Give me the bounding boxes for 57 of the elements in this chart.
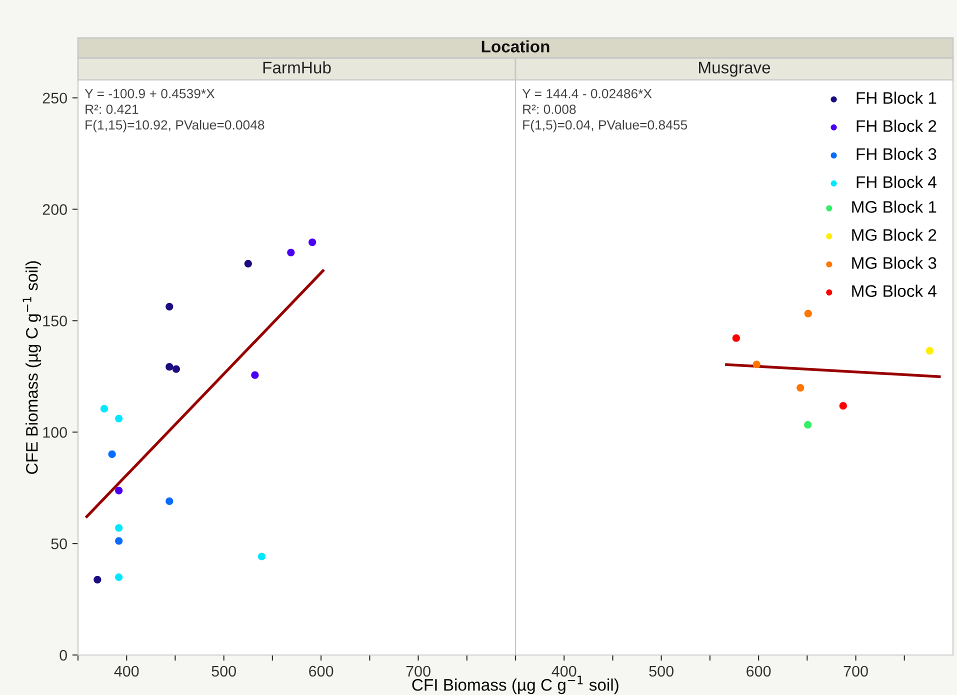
x-tick-label: 600 <box>309 666 334 677</box>
point <box>732 334 740 342</box>
point <box>287 248 295 256</box>
legend-label: FH Block 3 <box>856 148 936 160</box>
point <box>115 537 123 545</box>
point <box>115 486 123 494</box>
point <box>926 346 934 355</box>
chart-subtitle: FarmHub <box>263 61 331 74</box>
x-tick-label: 400 <box>114 666 139 677</box>
x-tick-label: 500 <box>212 666 236 677</box>
y-tick-label: 50 <box>51 538 67 550</box>
y-tick-label: 200 <box>42 204 67 215</box>
point <box>804 420 812 429</box>
annotation: F(1,15)=10.92, PValue=0.0048 <box>86 120 264 132</box>
chart-title: Location <box>482 40 550 52</box>
point <box>172 365 180 373</box>
legend-label: FH Block 4 <box>856 176 936 188</box>
legend-label: MG Block 3 <box>852 256 936 269</box>
point <box>115 524 123 532</box>
legend-label: MG Block 2 <box>852 228 936 241</box>
x-tick-label: 500 <box>649 666 674 677</box>
legend-label: FH Block 2 <box>856 120 936 132</box>
point <box>796 384 804 392</box>
point <box>94 576 102 584</box>
y-tick-label: 100 <box>43 427 67 438</box>
point <box>308 238 316 246</box>
annotation: Y = 144.4 - 0.02486*X <box>522 88 652 98</box>
x-axis-title: CFI Biomass (µg C g$^{−1}$ soil) <box>412 676 618 694</box>
point <box>100 404 108 413</box>
annotation: F(1,5)=0.04, PValue=0.8455 <box>523 120 688 132</box>
point <box>251 371 259 379</box>
point <box>115 414 123 422</box>
y-axis-title: CFE Biomass (µg C g$^{−1}$ soil) <box>22 261 42 474</box>
x-tick-label: 700 <box>844 666 868 677</box>
legend-label: FH Block 1 <box>856 92 936 104</box>
point <box>115 573 123 582</box>
x-tick-label: 700 <box>406 666 430 677</box>
annotation: R²: 0.008 <box>523 104 576 114</box>
y-tick-label: 0 <box>60 650 67 661</box>
chart-subtitle: Musgrave <box>699 62 770 77</box>
point <box>108 450 116 458</box>
point <box>752 360 760 368</box>
annotation: R²: 0.421 <box>86 104 138 114</box>
point <box>804 310 812 318</box>
legend-label: MG Block 4 <box>852 284 936 297</box>
annotation: Y = -100.9 + 0.4539*X <box>84 88 215 98</box>
point <box>258 552 266 560</box>
point <box>166 363 174 371</box>
y-tick-label: 250 <box>42 92 67 104</box>
point <box>166 302 174 310</box>
point <box>244 260 252 268</box>
x-tick-label: 400 <box>552 666 576 677</box>
legend-label: MG Block 1 <box>852 200 936 213</box>
point <box>166 497 174 506</box>
y-tick-label: 150 <box>43 316 67 326</box>
point <box>839 402 847 410</box>
x-tick-label: 600 <box>746 666 771 677</box>
